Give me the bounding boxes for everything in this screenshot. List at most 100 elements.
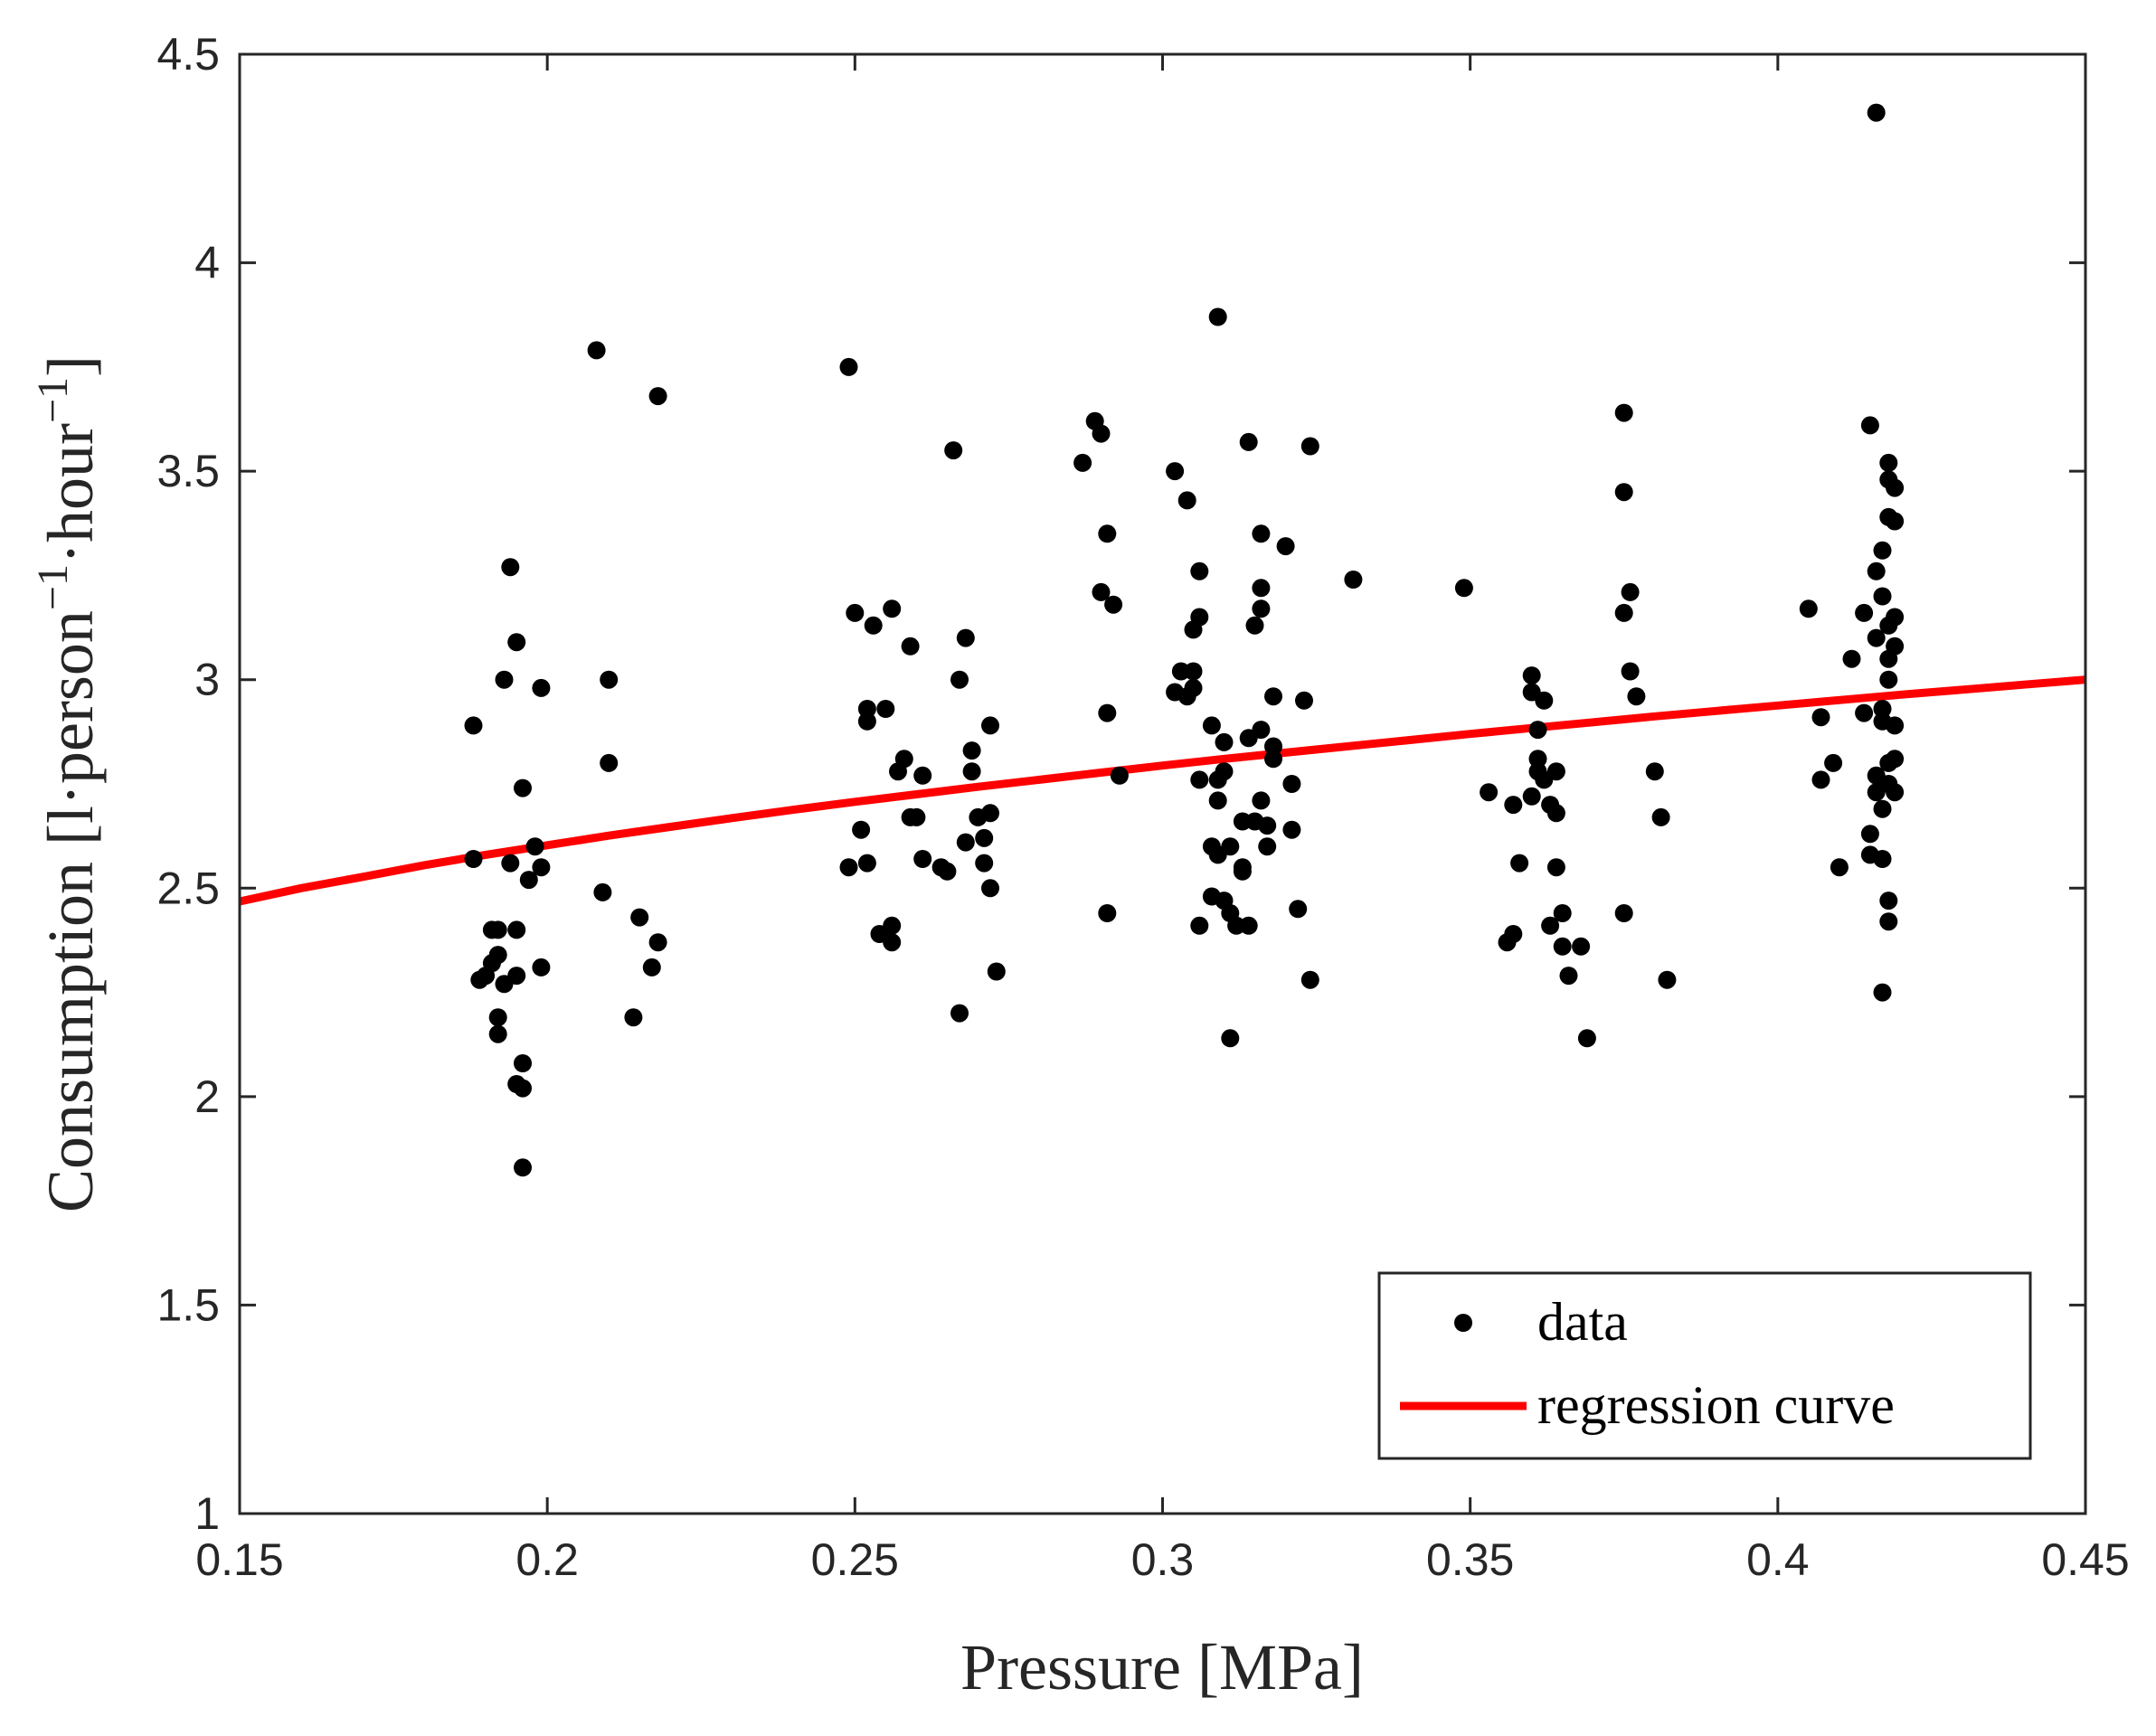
data-point <box>975 854 994 873</box>
y-tick-label: 4 <box>194 238 220 288</box>
data-point <box>1239 432 1258 451</box>
data-point <box>883 933 902 952</box>
data-point <box>1546 762 1565 781</box>
data-point <box>1190 561 1209 580</box>
data-points <box>464 103 1905 1177</box>
data-point <box>1873 541 1892 560</box>
data-point <box>1252 599 1271 618</box>
data-point <box>1177 491 1196 510</box>
data-point <box>1221 1029 1240 1048</box>
data-point <box>1645 762 1664 781</box>
data-point <box>507 967 526 986</box>
data-point <box>593 882 612 901</box>
data-point <box>1577 1029 1596 1048</box>
data-point <box>1289 900 1308 919</box>
data-point <box>1651 807 1670 826</box>
data-point <box>1873 850 1892 868</box>
data-point <box>1264 737 1282 756</box>
data-point <box>1867 561 1886 580</box>
data-point <box>1855 703 1874 722</box>
data-point <box>1166 462 1185 481</box>
data-point <box>514 1054 532 1072</box>
data-point <box>975 828 994 847</box>
data-point <box>1504 925 1523 943</box>
data-point <box>1245 616 1264 635</box>
data-point <box>464 716 483 735</box>
data-point <box>1300 970 1319 989</box>
data-point <box>1553 904 1572 922</box>
data-point <box>1886 478 1905 497</box>
data-point <box>894 750 913 769</box>
data-point <box>1184 662 1203 681</box>
data-point <box>1873 700 1892 718</box>
data-point <box>624 1008 643 1027</box>
data-point <box>1190 770 1209 789</box>
data-point <box>1879 892 1898 910</box>
data-point <box>1104 595 1123 614</box>
data-point <box>907 807 926 826</box>
data-point <box>1559 967 1578 986</box>
data-point <box>1215 732 1234 751</box>
data-point <box>1830 858 1849 877</box>
data-point <box>501 558 520 577</box>
data-point <box>1344 571 1363 589</box>
data-point <box>1811 770 1830 789</box>
x-tick-label: 0.3 <box>1131 1534 1195 1585</box>
data-point <box>1860 416 1879 435</box>
data-point <box>962 762 981 781</box>
data-point <box>1867 103 1886 122</box>
data-point <box>1190 916 1209 935</box>
x-tick-label: 0.25 <box>811 1534 899 1585</box>
legend: data regression curve <box>1377 1271 2032 1460</box>
y-axis-label-sup1: −1 <box>29 564 77 610</box>
data-point <box>1614 403 1633 422</box>
data-point <box>1528 721 1547 740</box>
data-point <box>901 637 920 656</box>
data-point <box>1221 837 1240 856</box>
data-point <box>839 858 858 877</box>
data-point <box>1621 582 1640 601</box>
data-point <box>488 1008 507 1027</box>
data-point <box>1258 837 1277 856</box>
data-point <box>514 1158 532 1177</box>
data-point <box>1541 916 1560 935</box>
data-point <box>913 850 932 868</box>
data-point <box>507 920 526 939</box>
legend-data-marker <box>1454 1314 1472 1332</box>
data-point <box>532 958 551 976</box>
data-point <box>1860 825 1879 844</box>
data-point <box>839 357 858 376</box>
data-point <box>1258 816 1277 835</box>
data-point <box>938 862 957 881</box>
data-point <box>962 741 981 760</box>
data-point <box>1098 703 1117 722</box>
data-point <box>1208 791 1227 810</box>
x-tick-label: 0.45 <box>2041 1534 2129 1585</box>
data-point <box>1572 937 1591 956</box>
data-point <box>1614 483 1633 502</box>
data-point <box>1546 804 1565 823</box>
data-point <box>488 1024 507 1043</box>
data-point <box>1867 628 1886 647</box>
data-point <box>464 850 483 868</box>
data-point <box>1546 858 1565 877</box>
data-point <box>1879 912 1898 931</box>
data-point <box>1190 608 1209 627</box>
data-point <box>1282 775 1301 793</box>
data-point <box>514 1079 532 1098</box>
data-point <box>981 716 999 735</box>
plot-area <box>240 54 2085 1514</box>
data-point <box>1098 524 1117 543</box>
y-tick-label: 1.5 <box>156 1279 220 1330</box>
y-tick-label: 2 <box>194 1071 220 1122</box>
tick-labels: 0.15 0.2 0.25 0.3 0.35 0.4 0.45 1 1.5 2 2.5 3 3.5 4 4.… <box>156 29 2129 1585</box>
y-tick-label: 3.5 <box>156 446 220 496</box>
data-point <box>525 837 544 856</box>
data-point <box>1886 637 1905 656</box>
data-point <box>495 670 514 689</box>
data-point <box>1110 766 1129 785</box>
data-point <box>488 920 507 939</box>
data-point <box>1522 666 1541 685</box>
data-point <box>514 778 532 797</box>
data-point <box>1855 603 1874 622</box>
